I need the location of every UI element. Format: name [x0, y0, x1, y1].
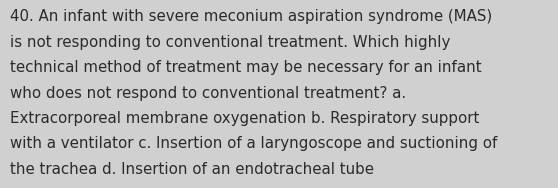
- Text: technical method of treatment may be necessary for an infant: technical method of treatment may be nec…: [10, 60, 482, 75]
- Text: Extracorporeal membrane oxygenation b. Respiratory support: Extracorporeal membrane oxygenation b. R…: [10, 111, 479, 126]
- Text: 40. An infant with severe meconium aspiration syndrome (MAS): 40. An infant with severe meconium aspir…: [10, 9, 492, 24]
- Text: the trachea d. Insertion of an endotracheal tube: the trachea d. Insertion of an endotrach…: [10, 162, 374, 177]
- Text: with a ventilator c. Insertion of a laryngoscope and suctioning of: with a ventilator c. Insertion of a lary…: [10, 136, 497, 151]
- Text: who does not respond to conventional treatment? a.: who does not respond to conventional tre…: [10, 86, 406, 101]
- Text: is not responding to conventional treatment. Which highly: is not responding to conventional treatm…: [10, 35, 450, 50]
